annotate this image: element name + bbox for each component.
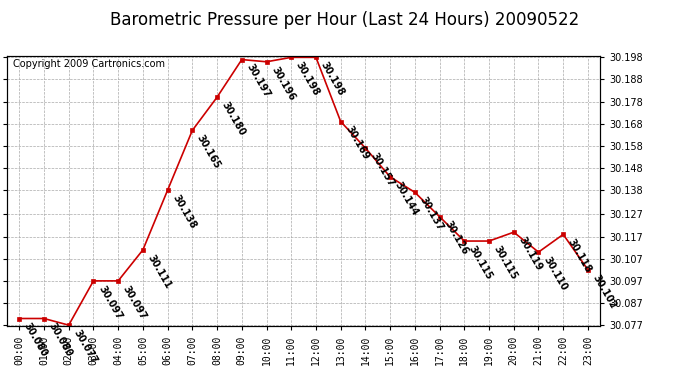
Text: 30.169: 30.169 [344, 124, 371, 162]
Text: 30.118: 30.118 [566, 237, 593, 275]
Text: 30.115: 30.115 [492, 244, 520, 281]
Text: 30.137: 30.137 [417, 195, 445, 232]
Text: 30.097: 30.097 [96, 284, 124, 321]
Text: 30.111: 30.111 [146, 253, 173, 290]
Text: 30.198: 30.198 [319, 60, 346, 98]
Text: 30.080: 30.080 [47, 321, 75, 359]
Text: 30.180: 30.180 [220, 100, 247, 138]
Text: 30.115: 30.115 [467, 244, 495, 281]
Text: 30.126: 30.126 [442, 219, 470, 257]
Text: Copyright 2009 Cartronics.com: Copyright 2009 Cartronics.com [13, 59, 165, 69]
Text: 30.077: 30.077 [72, 328, 99, 365]
Text: Barometric Pressure per Hour (Last 24 Hours) 20090522: Barometric Pressure per Hour (Last 24 Ho… [110, 11, 580, 29]
Text: 30.110: 30.110 [541, 255, 569, 292]
Text: 30.198: 30.198 [294, 60, 322, 98]
Text: 30.144: 30.144 [393, 180, 420, 217]
Text: 30.119: 30.119 [517, 235, 544, 273]
Text: 30.157: 30.157 [368, 151, 395, 188]
Text: 30.165: 30.165 [195, 133, 223, 171]
Text: 30.197: 30.197 [244, 62, 272, 100]
Text: 30.196: 30.196 [269, 64, 297, 102]
Text: 30.138: 30.138 [170, 193, 198, 231]
Text: 30.080: 30.080 [22, 321, 50, 359]
Text: 30.097: 30.097 [121, 284, 148, 321]
Text: 30.102: 30.102 [591, 273, 618, 310]
